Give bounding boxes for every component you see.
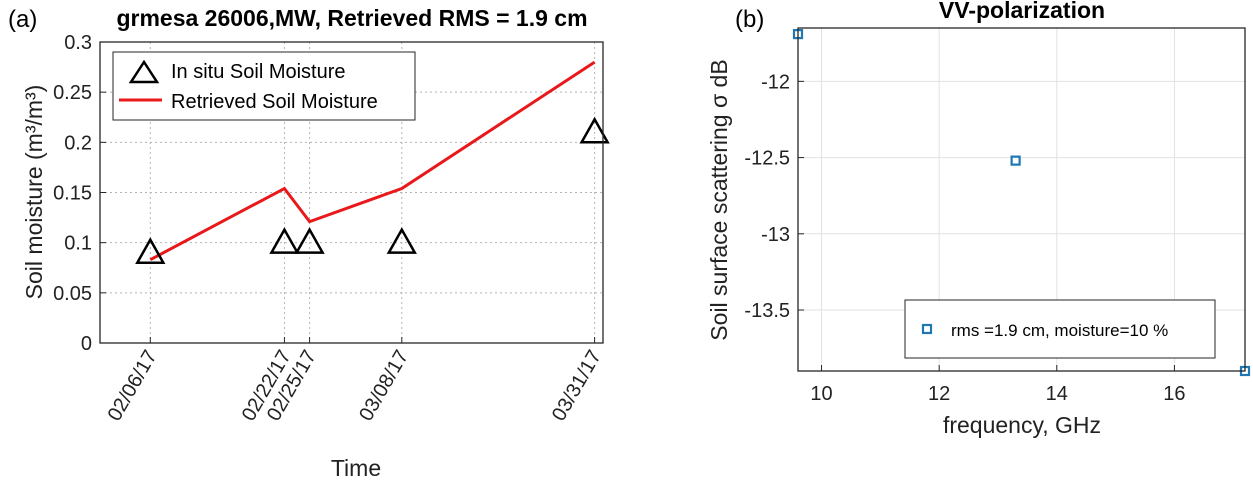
- y-tick-label: -13.5: [744, 300, 790, 322]
- y-tick-label: -12: [761, 71, 790, 93]
- legend-square-icon: [921, 323, 933, 335]
- y-tick-label: -12.5: [744, 148, 790, 170]
- panel-a-label: (a): [8, 6, 37, 33]
- in-situ-point: [386, 227, 417, 254]
- panel-a-y-ticks: 0 0.05 0.1 0.15 0.2 0.25 0.3: [53, 32, 106, 355]
- x-tick-label: 10: [810, 383, 832, 405]
- panel-a-legend: In situ Soil Moisture Retrieved Soil Moi…: [112, 51, 416, 121]
- panel-a-series: [135, 60, 610, 264]
- y-tick-label: 0.05: [53, 283, 92, 305]
- y-tick-label: 0.25: [53, 82, 92, 104]
- in-situ-point: [135, 237, 166, 264]
- panel-b-axes-box: [797, 27, 1246, 372]
- x-tick-label: 02/06/17: [104, 347, 162, 425]
- y-tick-label: 0.3: [64, 32, 92, 54]
- panel-b-legend-box: [904, 299, 1216, 359]
- panel-a-legend-box: [112, 51, 416, 121]
- x-tick-label: 14: [1046, 383, 1068, 405]
- retrieved-soil-moisture-line: [149, 60, 596, 262]
- panel-b-x-axis-label: frequency, GHz: [943, 412, 1101, 438]
- x-tick-label: 03/31/17: [548, 347, 606, 425]
- panel-a: (a) grmesa 26006,MW, Retrieved RMS = 1.9…: [8, 5, 610, 480]
- y-tick-label: 0.2: [64, 132, 92, 154]
- in-situ-point: [294, 227, 325, 254]
- legend-in-situ-label: In situ Soil Moisture: [171, 61, 346, 83]
- panel-b-legend: rms =1.9 cm, moisture=10 %: [904, 299, 1216, 359]
- panel-a-x-axis-label: Time: [331, 455, 381, 480]
- panel-b: (b) VV-polarization -12-12.5-13-13.5 10 1…: [706, 0, 1251, 438]
- panel-b-label: (b): [735, 6, 764, 33]
- y-tick-label: 0: [81, 333, 92, 355]
- panel-b-title: VV-polarization: [939, 0, 1105, 23]
- x-tick-label: 12: [928, 383, 950, 405]
- legend-triangle-icon: [128, 59, 160, 84]
- legend-retrieved-label: Retrieved Soil Moisture: [171, 91, 378, 113]
- y-tick-label: 0.1: [64, 233, 92, 255]
- panel-a-grid: [100, 42, 603, 343]
- x-tick-label: 03/08/17: [355, 347, 413, 425]
- in-situ-point: [579, 116, 610, 144]
- y-tick-label: -13: [761, 224, 790, 246]
- legend-rms-label: rms =1.9 cm, moisture=10 %: [951, 321, 1168, 340]
- panel-b-y-ticks: -12 -12.5 -13 -13.5: [744, 71, 804, 322]
- panel-a-y-axis-label: Soil moisture (m³/m³): [21, 85, 47, 300]
- in-situ-point: [269, 227, 300, 254]
- x-tick-label: 16: [1163, 383, 1185, 405]
- scatter-point: [1010, 155, 1021, 166]
- panel-b-y-axis-label: Soil surface scattering σ dB: [706, 59, 732, 340]
- panel-b-x-ticks: 10 12 14 16: [810, 365, 1186, 405]
- panel-a-title: grmesa 26006,MW, Retrieved RMS = 1.9 cm: [116, 5, 587, 31]
- y-tick-label: 0.15: [53, 183, 92, 205]
- panel-a-axes-box: [99, 41, 604, 344]
